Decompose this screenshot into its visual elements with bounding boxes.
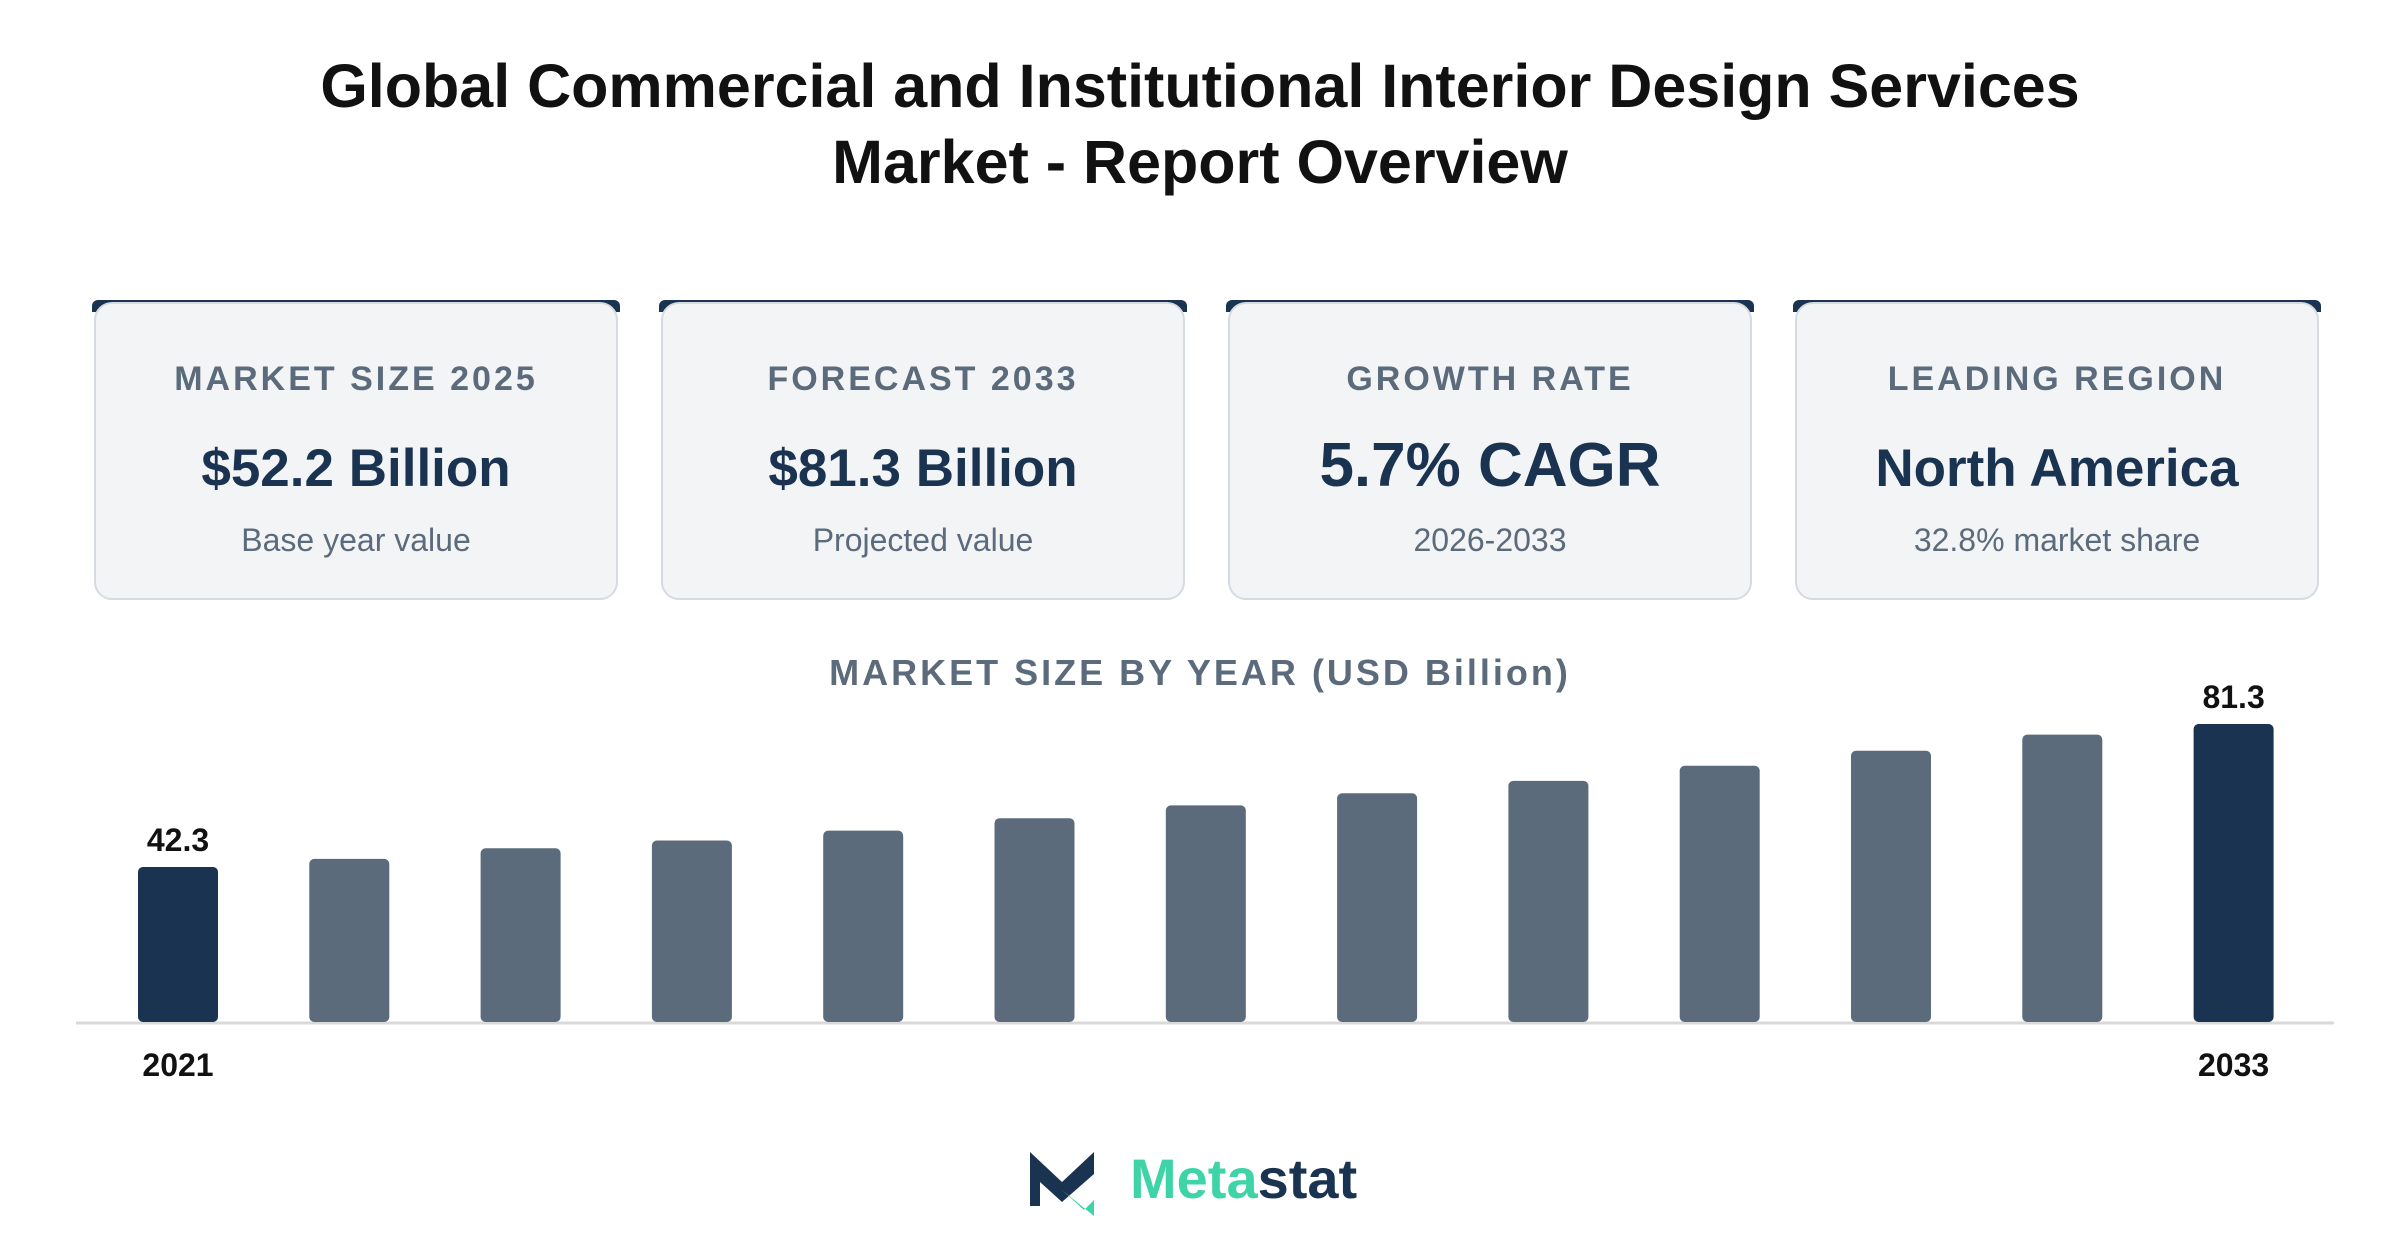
forecast-card: FORECAST 2033 $81.3 Billion Projected va… [661, 302, 1185, 600]
bar-2031 [1851, 750, 1931, 1022]
logo-wordmark: Metastat [1130, 1147, 1357, 1210]
logo-mark-dark [1030, 1152, 1094, 1206]
bar-2033 [2193, 724, 2274, 1022]
metastat-logo: Metastat [1030, 1147, 1357, 1216]
bar-2023 [480, 848, 561, 1022]
card-value: $81.3 Billion [768, 439, 1078, 498]
card-subtext: Base year value [241, 522, 471, 558]
growth-rate-card: GROWTH RATE 5.7% CAGR 2026-2033 [1228, 302, 1752, 600]
card-label: MARKET SIZE 2025 [174, 360, 538, 398]
x-tick-label-2021: 2021 [142, 1047, 213, 1083]
bar-2032 [2022, 734, 2103, 1022]
data-label-2021: 42.3 [147, 822, 209, 858]
card-label: LEADING REGION [1887, 360, 2227, 398]
title-line-1: Global Commercial and Institutional Inte… [320, 52, 2080, 120]
x-tick-label-2033: 2033 [2198, 1047, 2269, 1083]
bar-2029 [1508, 780, 1589, 1022]
page-title: Global Commercial and Institutional Inte… [0, 48, 2400, 200]
card-subtext: Projected value [812, 522, 1034, 558]
card-subtext: 2026-2033 [1413, 522, 1567, 558]
bar-2030 [1679, 765, 1760, 1022]
card-value: North America [1875, 439, 2239, 498]
card-subtext: 32.8% market share [1913, 522, 2201, 558]
bar-2025 [823, 830, 904, 1022]
card-label: FORECAST 2033 [767, 360, 1079, 398]
data-label-2033: 81.3 [2202, 679, 2264, 715]
bar-chart: 42.3 2021 81.3 2033 [76, 679, 2334, 1083]
bar-2027 [1165, 805, 1246, 1022]
chart-title: MARKET SIZE BY YEAR (USD Billion) [829, 652, 1571, 693]
leading-region-card: LEADING REGION North America 32.8% marke… [1795, 302, 2319, 600]
card-value: $52.2 Billion [201, 439, 511, 498]
card-value: 5.7% CAGR [1319, 431, 1661, 500]
bar-2028 [1337, 793, 1418, 1022]
title-line-2: Market - Report Overview [832, 128, 1568, 196]
bar-2022 [309, 858, 390, 1022]
market-size-card: MARKET SIZE 2025 $52.2 Billion Base year… [94, 302, 618, 600]
bar-2026 [994, 818, 1075, 1022]
card-label: GROWTH RATE [1346, 360, 1634, 398]
bar-2024 [651, 840, 732, 1022]
bar-2021 [138, 866, 218, 1022]
